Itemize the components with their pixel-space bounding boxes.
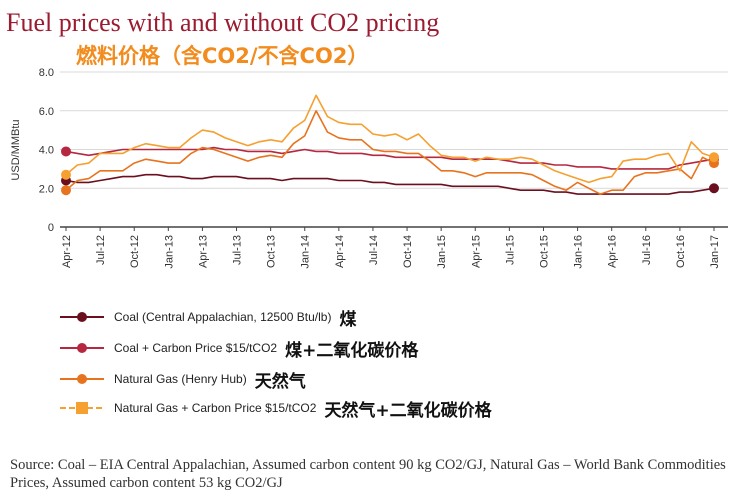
- legend-label-gas: Natural Gas (Henry Hub): [114, 372, 247, 386]
- legend-label-coal: Coal (Central Appalachian, 12500 Btu/lb): [114, 310, 332, 324]
- series-line-3: [65, 94, 715, 184]
- y-tick-label: 6.0: [39, 106, 54, 118]
- legend-item-gas: Natural Gas (Henry Hub) 天然气: [60, 367, 306, 392]
- line-chart: 0 2.0 4.0 6.0 8.0 USD/MMBtu Apr-12 Jul-12 Oct-12…: [10, 67, 728, 269]
- series-line-2: [65, 110, 715, 195]
- x-tick-label: Jul-15: [504, 235, 516, 265]
- legend-marker-gas-carbon: [60, 402, 104, 414]
- series-line-1: [65, 146, 715, 170]
- series-end-point-0: [709, 183, 719, 194]
- x-tick-label: Oct-15: [538, 235, 550, 268]
- legend-label-coal-carbon: Coal + Carbon Price $15/tCO2: [114, 341, 278, 355]
- x-tick-label: Apr-14: [334, 235, 346, 268]
- x-tick-label: Oct-13: [266, 235, 278, 268]
- chart-title: Fuel prices with and without CO2 pricing: [6, 8, 440, 37]
- x-tick-label: Jan-17: [709, 235, 721, 269]
- x-tick-label: Apr-16: [607, 235, 619, 268]
- legend-item-coal-carbon: Coal + Carbon Price $15/tCO2 煤+二氧化碳价格: [60, 336, 419, 361]
- series-start-point-2: [61, 185, 71, 196]
- x-tick-label: Jul-13: [232, 235, 244, 265]
- series-end-point-3: [709, 152, 719, 163]
- series-line-0: [65, 173, 715, 195]
- series-start-point-3: [61, 169, 71, 180]
- y-tick-label: 2.0: [39, 183, 54, 195]
- x-tick-label: Apr-13: [197, 235, 209, 268]
- x-tick-label: Jan-13: [163, 235, 175, 269]
- legend-item-coal: Coal (Central Appalachian, 12500 Btu/lb)…: [60, 305, 357, 330]
- legend-marker-gas: [60, 374, 104, 384]
- y-tick-label: 8.0: [39, 67, 54, 79]
- series-start-point-1: [61, 146, 71, 157]
- x-tick-label: Oct-14: [402, 235, 414, 268]
- legend-cn-gas-carbon: 天然气+二氧化碳价格: [324, 400, 492, 421]
- x-tick-label: Jul-16: [641, 235, 653, 265]
- x-tick-label: Jan-16: [573, 235, 585, 269]
- x-tick-label: Apr-12: [61, 235, 73, 268]
- x-tick-label: Jul-14: [368, 235, 380, 265]
- chart-subtitle: 燃料价格（含CO2/不含CO2）: [76, 44, 369, 68]
- x-tick-label: Jan-14: [300, 235, 312, 269]
- y-axis-label: USD/MMBtu: [10, 119, 22, 180]
- x-tick-label: Oct-12: [129, 235, 141, 268]
- legend-cn-coal-carbon: 煤+二氧化碳价格: [285, 340, 419, 361]
- legend-marker-coal-carbon: [60, 343, 104, 353]
- x-tick-label: Apr-15: [470, 235, 482, 268]
- x-tick-label: Jul-12: [95, 235, 107, 265]
- y-tick-label: 0: [48, 222, 54, 234]
- source-note: Source: Coal – EIA Central Appalachian, …: [10, 457, 726, 491]
- legend-label-gas-carbon: Natural Gas + Carbon Price $15/tCO2: [114, 401, 317, 415]
- legend-item-gas-carbon: Natural Gas + Carbon Price $15/tCO2 天然气+…: [60, 396, 492, 421]
- y-tick-label: 4.0: [39, 145, 54, 157]
- x-tick-label: Oct-16: [675, 235, 687, 268]
- legend-cn-gas: 天然气: [254, 371, 306, 392]
- legend-marker-coal: [60, 312, 104, 322]
- x-tick-label: Jan-15: [436, 235, 448, 269]
- legend-cn-coal: 煤: [339, 309, 357, 330]
